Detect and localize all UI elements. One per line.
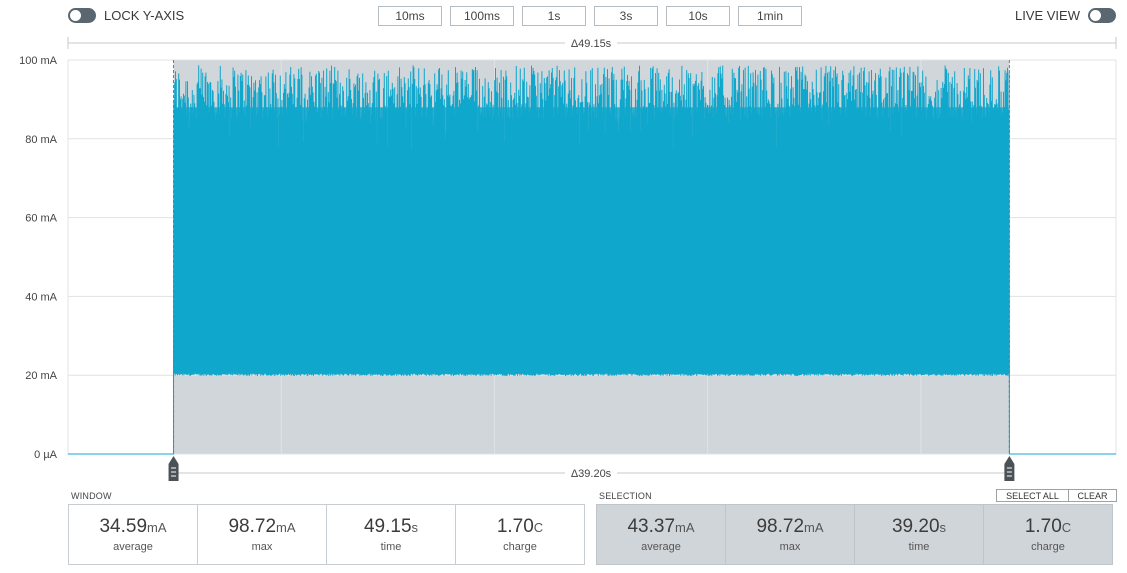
y-tick-label: 40 mA bbox=[25, 291, 57, 303]
selection-end-handle[interactable] bbox=[1004, 456, 1015, 481]
stat-label: time bbox=[908, 541, 930, 553]
stat-label: max bbox=[251, 541, 273, 553]
window-time-stat: 49.15s time bbox=[326, 504, 456, 565]
lock-y-axis-control: LOCK Y-AXIS bbox=[68, 8, 184, 23]
live-view-label: LIVE VIEW bbox=[1014, 8, 1080, 23]
stat-unit: s bbox=[411, 520, 419, 535]
y-tick-label: 80 mA bbox=[25, 134, 57, 146]
live-view-control: LIVE VIEW bbox=[1015, 8, 1116, 23]
stat-unit: mA bbox=[276, 520, 296, 535]
selection-delta-label: Δ39.20s bbox=[571, 468, 612, 480]
window-stats-panel: 34.59mA average 98.72mA max 49.15s time … bbox=[68, 504, 585, 565]
current-chart[interactable]: Δ49.15s 100 mA 80 mA 60 mA 40 mA 20 mA 0 µA Δ… bbox=[0, 0, 1127, 490]
lock-y-axis-label: LOCK Y-AXIS bbox=[104, 8, 185, 23]
stat-value: 43.37 bbox=[627, 516, 676, 537]
window-size-buttons: 10ms 100ms 1s 3s 10s 1min bbox=[378, 6, 802, 26]
select-all-button[interactable]: SELECT ALL bbox=[996, 489, 1069, 502]
window-panel-title: WINDOW bbox=[71, 491, 112, 501]
stat-label: average bbox=[113, 541, 153, 553]
stat-value: 1.70 bbox=[1024, 516, 1062, 537]
selection-stats-panel: 43.37mA average 98.72mA max 39.20s time … bbox=[596, 504, 1113, 565]
selection-time-stat: 39.20s time bbox=[854, 504, 984, 565]
stat-unit: mA bbox=[147, 520, 167, 535]
y-tick-label: 0 µA bbox=[34, 449, 58, 461]
stat-unit: C bbox=[1061, 520, 1072, 535]
stat-label: max bbox=[779, 541, 801, 553]
selection-average-stat: 43.37mA average bbox=[596, 504, 726, 565]
stat-label: charge bbox=[503, 541, 537, 553]
stat-unit: s bbox=[939, 520, 947, 535]
selection-charge-stat: 1.70C charge bbox=[983, 504, 1113, 565]
selection-start-handle[interactable] bbox=[168, 456, 179, 481]
stat-label: charge bbox=[1031, 541, 1065, 553]
live-view-toggle[interactable] bbox=[1088, 8, 1116, 23]
stat-unit: mA bbox=[804, 520, 824, 535]
stat-value: 49.15 bbox=[363, 516, 412, 537]
window-delta-indicator: Δ49.15s bbox=[67, 35, 1117, 50]
window-delta-label: Δ49.15s bbox=[571, 38, 612, 50]
window-100ms-button[interactable]: 100ms bbox=[450, 6, 514, 26]
window-max-stat: 98.72mA max bbox=[197, 504, 327, 565]
window-10ms-button[interactable]: 10ms bbox=[378, 6, 442, 26]
stat-unit: C bbox=[533, 520, 544, 535]
current-series-band bbox=[174, 107, 1009, 372]
stat-label: time bbox=[380, 541, 402, 553]
stat-label: average bbox=[641, 541, 681, 553]
selection-panel-title: SELECTION bbox=[599, 491, 652, 501]
y-tick-label: 100 mA bbox=[19, 55, 58, 67]
stat-value: 1.70 bbox=[496, 516, 534, 537]
y-tick-label: 60 mA bbox=[25, 213, 57, 225]
selection-delta-indicator: Δ39.20s bbox=[173, 465, 1010, 480]
selection-max-stat: 98.72mA max bbox=[725, 504, 855, 565]
window-10s-button[interactable]: 10s bbox=[666, 6, 730, 26]
stat-value: 98.72 bbox=[228, 516, 277, 537]
stat-value: 98.72 bbox=[756, 516, 805, 537]
window-1min-button[interactable]: 1min bbox=[738, 6, 802, 26]
stat-value: 34.59 bbox=[99, 516, 148, 537]
toggle-knob bbox=[70, 10, 81, 21]
lock-y-axis-toggle[interactable] bbox=[68, 8, 96, 23]
toggle-knob bbox=[1090, 10, 1101, 21]
window-charge-stat: 1.70C charge bbox=[455, 504, 585, 565]
window-average-stat: 34.59mA average bbox=[68, 504, 198, 565]
clear-selection-button[interactable]: CLEAR bbox=[1068, 489, 1117, 502]
window-1s-button[interactable]: 1s bbox=[522, 6, 586, 26]
window-3s-button[interactable]: 3s bbox=[594, 6, 658, 26]
stat-value: 39.20 bbox=[891, 516, 940, 537]
y-tick-label: 20 mA bbox=[25, 370, 57, 382]
stat-unit: mA bbox=[675, 520, 695, 535]
